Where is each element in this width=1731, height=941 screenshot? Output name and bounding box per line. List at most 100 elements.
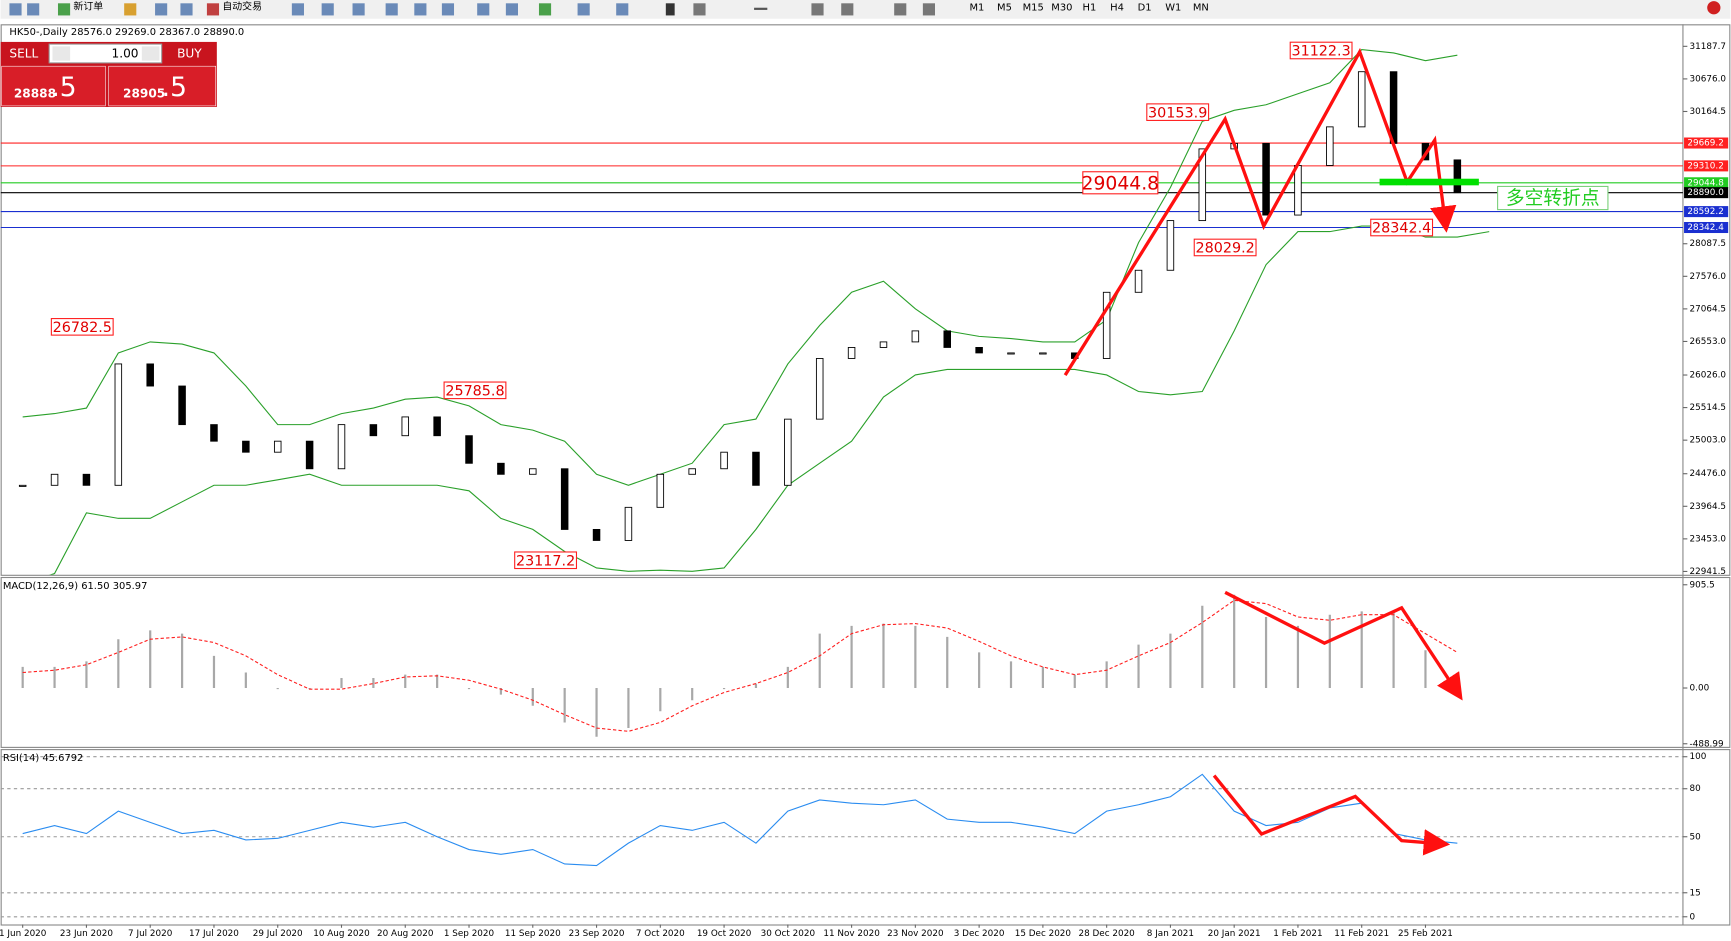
icon[interactable] [124, 3, 137, 16]
y-tick-label: 0.00 [1690, 684, 1710, 694]
annotation: 26782.5 [53, 320, 112, 336]
y-tick-label: 905.5 [1690, 580, 1715, 590]
y-tick-label: 24476.0 [1690, 469, 1727, 479]
icon[interactable] [811, 3, 824, 16]
timeframe[interactable]: D1 [1138, 3, 1152, 14]
x-tick-label: 29 Jul 2020 [253, 929, 303, 939]
icon[interactable] [291, 3, 304, 16]
sell-price: 28888 [14, 86, 56, 100]
toolbar-icons [9, 1, 1721, 16]
icon[interactable] [693, 3, 706, 16]
x-tick-label: 23 Sep 2020 [569, 929, 625, 939]
icon[interactable] [206, 3, 220, 16]
candle [1262, 142, 1270, 216]
icon[interactable] [538, 3, 552, 16]
level-label: 29669.2 [1687, 139, 1723, 149]
candle [497, 462, 505, 475]
main-panel [0, 24, 1731, 576]
icon[interactable] [27, 3, 40, 16]
annotation: 28029.2 [1195, 241, 1254, 257]
candle [369, 424, 378, 437]
level-tag [1684, 187, 1729, 199]
candle [1134, 269, 1143, 293]
icon[interactable] [665, 3, 675, 16]
icon[interactable] [352, 3, 365, 16]
timeframe[interactable]: M15 [1023, 3, 1044, 14]
signal-line [22, 599, 1458, 732]
buy-button[interactable] [108, 65, 217, 107]
x-tick-label: 19 Oct 2020 [697, 929, 752, 939]
timeframe[interactable]: H4 [1110, 3, 1124, 14]
candle [560, 468, 569, 530]
icon[interactable] [441, 3, 455, 16]
icon[interactable] [477, 3, 490, 16]
icon[interactable] [616, 3, 629, 16]
new-order[interactable]: 新订单 [73, 0, 103, 13]
lot-value[interactable]: 1.00 [112, 47, 139, 61]
icon[interactable] [9, 3, 22, 16]
candle [879, 341, 888, 348]
timeframes: M1 M5 M15 M30 H1 H4 D1 W1 MN [969, 3, 1208, 14]
candle [943, 330, 951, 348]
candle [1007, 352, 1015, 355]
y-tick-label: 27576.0 [1690, 272, 1727, 282]
timeframe[interactable]: W1 [1165, 3, 1181, 14]
x-tick-label: 23 Nov 2020 [887, 929, 944, 939]
icon[interactable] [505, 3, 519, 16]
sell-label[interactable]: SELL [9, 47, 38, 61]
annotation: 31122.3 [1291, 44, 1350, 60]
icon[interactable] [321, 3, 334, 16]
x-tick-label: 25 Feb 2021 [1398, 929, 1453, 939]
y-tick-label: 80 [1690, 784, 1702, 794]
x-tick-label: 1 Feb 2021 [1273, 929, 1322, 939]
candle [337, 424, 346, 470]
icon[interactable] [894, 3, 907, 16]
icon[interactable] [577, 3, 590, 16]
lot-input[interactable] [48, 43, 163, 64]
icon[interactable] [922, 3, 935, 16]
buy-label[interactable]: BUY [177, 47, 202, 61]
buy-price: 28905 [123, 86, 165, 100]
candle [1326, 126, 1334, 166]
timeframe[interactable]: MN [1193, 3, 1209, 14]
icon[interactable] [414, 3, 427, 16]
icon[interactable] [841, 3, 854, 16]
timeframe[interactable]: H1 [1083, 3, 1097, 14]
icon[interactable] [155, 3, 168, 16]
icon[interactable] [180, 3, 193, 16]
timeframe[interactable]: M30 [1051, 3, 1072, 14]
candle [178, 385, 186, 426]
candle [752, 451, 760, 486]
annotation-box [1146, 103, 1210, 121]
timeframe[interactable]: M1 [969, 3, 984, 14]
x-tick-label: 28 Dec 2020 [1079, 929, 1136, 939]
macd-arrows [1224, 590, 1463, 701]
note-box [1497, 185, 1609, 211]
axes: 31187.7 30676.0 30164.5 28087.5 27576.0 27064… [0, 42, 1729, 939]
level-label: 29310.2 [1687, 161, 1723, 171]
alert-icon[interactable] [1707, 1, 1721, 15]
y-tick-label: 23964.5 [1690, 502, 1726, 512]
sell-button[interactable] [1, 65, 106, 107]
y-tick-label: 25003.0 [1690, 436, 1727, 446]
bollinger-band [49, 225, 1490, 575]
annotation-box [443, 381, 507, 400]
icon[interactable] [57, 3, 71, 16]
annotation-box [1370, 218, 1434, 237]
candle [465, 435, 473, 464]
candle [401, 416, 410, 437]
timeframe[interactable]: M5 [997, 3, 1012, 14]
candle [1453, 159, 1462, 194]
y-tick-label: 25514.5 [1690, 403, 1726, 413]
icon[interactable] [385, 3, 398, 16]
candle [911, 330, 920, 343]
lot-up[interactable] [141, 46, 160, 61]
icon[interactable] [754, 7, 768, 10]
lot-down[interactable] [52, 46, 71, 61]
x-tick-label: 20 Aug 2020 [377, 929, 434, 939]
auto-trading[interactable]: 自动交易 [222, 0, 262, 13]
candle [273, 440, 282, 453]
rsi-line [22, 773, 1458, 867]
candle [784, 418, 792, 486]
macd-title: MACD(12,26,9) 61.50 305.97 [3, 581, 148, 592]
